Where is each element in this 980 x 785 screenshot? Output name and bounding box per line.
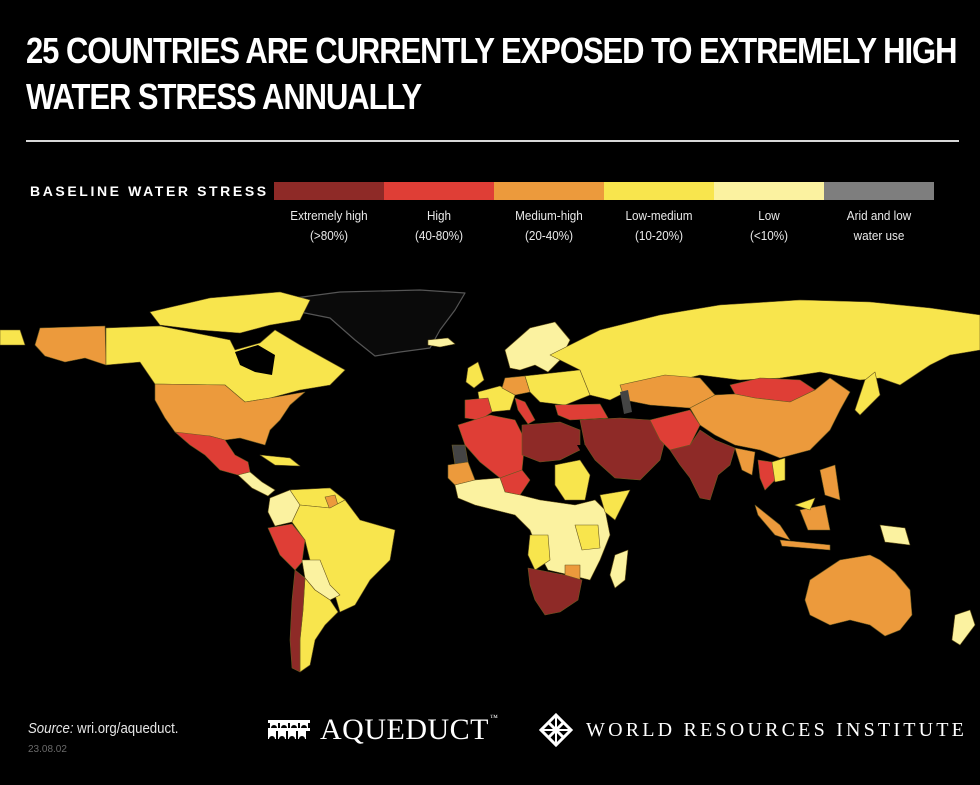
title-line-1: 25 COUNTRIES ARE CURRENTLY EXPOSED TO EX… bbox=[26, 30, 957, 71]
legend-item-range: (40-80%) bbox=[414, 228, 464, 243]
region-central-america bbox=[237, 471, 276, 497]
legend-item-range: (>80%) bbox=[309, 228, 349, 243]
legend-item-high: High (40-80%) bbox=[390, 206, 489, 246]
legend-item-arid: Arid and low water use bbox=[830, 206, 929, 246]
region-alaska bbox=[34, 325, 107, 366]
legend-item-medium-high: Medium-high (20-40%) bbox=[500, 206, 599, 246]
aqueduct-wordmark: AQUEDUCT™ bbox=[320, 713, 499, 746]
region-west-africa bbox=[454, 477, 611, 581]
region-malaysia bbox=[794, 497, 816, 511]
region-uk bbox=[465, 361, 485, 389]
hudson-bay bbox=[235, 345, 275, 375]
region-chile bbox=[289, 569, 306, 673]
region-western-sahara bbox=[451, 444, 469, 466]
legend-item-low: Low (<10%) bbox=[720, 206, 819, 246]
region-brazil bbox=[291, 499, 396, 613]
region-myanmar bbox=[734, 447, 756, 476]
region-canada bbox=[105, 325, 346, 403]
aqueduct-logo: AQUEDUCT™ bbox=[266, 713, 498, 747]
region-new-zealand bbox=[951, 609, 976, 646]
source-url[interactable]: wri.org/aqueduct. bbox=[77, 720, 179, 737]
source-credit: Source: wri.org/aqueduct. bbox=[28, 720, 178, 737]
region-tanzania bbox=[574, 524, 601, 551]
legend-item-name: Low bbox=[758, 208, 780, 223]
page-title: 25 COUNTRIES ARE CURRENTLY EXPOSED TO EX… bbox=[26, 28, 957, 120]
region-philippines bbox=[819, 464, 841, 501]
region-angola bbox=[527, 534, 551, 571]
region-png bbox=[879, 524, 911, 546]
region-india bbox=[669, 429, 736, 501]
region-middle-east bbox=[579, 417, 666, 481]
region-china bbox=[689, 377, 851, 459]
legend-swatch-high bbox=[384, 182, 494, 200]
publish-date: 23.08.02 bbox=[28, 744, 67, 755]
region-vietnam bbox=[771, 457, 786, 483]
legend-item-name: Low-medium bbox=[625, 208, 693, 223]
legend-swatch-extremely-high bbox=[274, 182, 384, 200]
region-turkey bbox=[554, 403, 609, 421]
legend-item-name: Arid and low bbox=[846, 208, 912, 223]
region-scandinavia bbox=[504, 321, 571, 373]
region-germany bbox=[501, 375, 531, 396]
wri-logo: WORLD RESOURCES INSTITUTE bbox=[538, 712, 967, 748]
wri-wordmark: WORLD RESOURCES INSTITUTE bbox=[586, 718, 968, 741]
region-madagascar bbox=[609, 549, 629, 589]
region-south-africa bbox=[527, 567, 583, 616]
region-caribbean bbox=[259, 454, 301, 467]
source-label: Source: bbox=[28, 720, 74, 737]
legend-color-bar bbox=[274, 182, 934, 200]
region-sudan bbox=[554, 459, 591, 501]
region-somalia bbox=[599, 489, 631, 521]
title-line-2: WATER STRESS ANNUALLY bbox=[26, 76, 422, 117]
wri-knot-icon bbox=[538, 712, 574, 748]
region-borneo bbox=[799, 504, 831, 531]
region-peru bbox=[267, 523, 306, 571]
region-indonesia-java bbox=[779, 539, 831, 551]
legend-item-range: water use bbox=[853, 228, 905, 243]
title-divider bbox=[26, 140, 959, 142]
legend-item-name: Medium-high bbox=[515, 208, 583, 223]
legend-item-extremely-high: Extremely high (>80%) bbox=[280, 206, 379, 246]
region-japan bbox=[854, 371, 881, 416]
region-indonesia-sumatra bbox=[754, 504, 791, 541]
region-libya-egypt bbox=[521, 421, 581, 463]
region-italy bbox=[514, 397, 536, 425]
legend-swatch-low-medium bbox=[604, 182, 714, 200]
legend-item-low-medium: Low-medium (10-20%) bbox=[610, 206, 709, 246]
legend-item-range: (<10%) bbox=[749, 228, 789, 243]
legend-labels: Extremely high (>80%) High (40-80%) Medi… bbox=[274, 206, 934, 246]
legend-item-range: (20-40%) bbox=[524, 228, 574, 243]
region-thailand bbox=[757, 459, 776, 491]
legend-item-range: (10-20%) bbox=[634, 228, 684, 243]
aqueduct-arches-icon bbox=[268, 720, 310, 739]
region-eastern-europe bbox=[524, 369, 591, 406]
region-australia bbox=[804, 554, 913, 637]
region-caspian bbox=[620, 390, 632, 414]
legend-item-name: High bbox=[426, 208, 452, 223]
world-water-stress-map bbox=[0, 289, 980, 673]
legend-swatch-arid bbox=[824, 182, 934, 200]
legend-swatch-low bbox=[714, 182, 824, 200]
red-sea bbox=[577, 445, 605, 480]
legend-title: BASELINE WATER STRESS bbox=[30, 183, 269, 199]
region-usa bbox=[154, 383, 306, 446]
region-canada-islands bbox=[149, 291, 311, 334]
region-iceland bbox=[427, 337, 456, 348]
legend-item-name: Extremely high bbox=[290, 208, 368, 223]
region-russia-west-edge bbox=[0, 329, 26, 346]
region-greenland bbox=[279, 289, 466, 357]
legend-swatch-medium-high bbox=[494, 182, 604, 200]
